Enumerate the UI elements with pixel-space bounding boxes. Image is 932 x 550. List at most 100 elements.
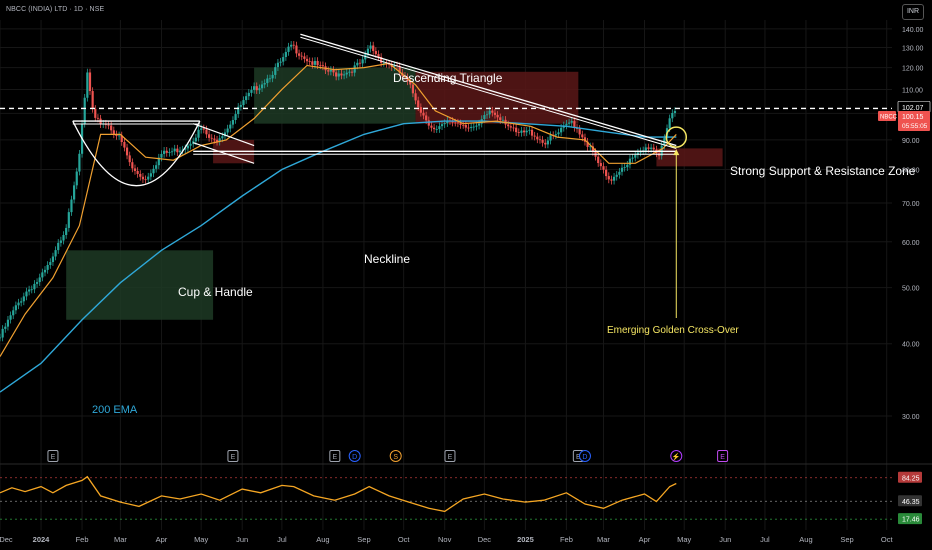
- candle-body: [292, 44, 295, 46]
- candle-body: [520, 130, 523, 133]
- candle-body: [96, 117, 100, 119]
- candle-body: [12, 310, 15, 316]
- event-marker-label: E: [231, 454, 236, 461]
- candle-body: [380, 56, 383, 63]
- golden-cross-arrowhead: [673, 149, 680, 156]
- candle-body: [54, 250, 57, 257]
- candle-body: [491, 110, 494, 113]
- candle-body: [499, 117, 502, 120]
- candle-body: [213, 138, 216, 140]
- candle-body: [446, 120, 449, 124]
- candle-body: [414, 93, 417, 101]
- candle-body: [432, 127, 436, 130]
- rsi-badge: [898, 513, 922, 525]
- candle-body: [427, 120, 430, 126]
- candle-body: [165, 150, 168, 153]
- candle-body: [589, 146, 592, 148]
- candle-body: [274, 67, 277, 75]
- candle-body: [366, 48, 370, 55]
- candle-body: [4, 326, 7, 329]
- candle-body: [512, 127, 515, 129]
- candle-body: [536, 136, 539, 140]
- candle-body: [626, 164, 629, 168]
- x-tick-label: Oct: [881, 535, 894, 544]
- candle-body: [147, 176, 150, 180]
- candle-body: [107, 124, 110, 126]
- candle-body: [597, 156, 600, 164]
- x-tick-label: Apr: [156, 535, 168, 544]
- candle-body: [467, 127, 470, 129]
- event-marker-label: ⚡: [672, 452, 681, 461]
- x-tick-label: Feb: [76, 535, 89, 544]
- candle-body: [509, 126, 512, 128]
- candle-body: [226, 128, 229, 133]
- candle-body: [374, 50, 377, 55]
- candle-body: [131, 162, 134, 169]
- candle-body: [329, 69, 332, 72]
- candle-body: [295, 45, 298, 54]
- annotation-sr-zone: Strong Support & Resistance Zone: [730, 164, 916, 178]
- cloud-segment: [254, 67, 416, 124]
- candle-body: [35, 282, 39, 284]
- candle-body: [86, 72, 89, 98]
- candle-body: [112, 130, 115, 135]
- candle-body: [528, 129, 531, 131]
- x-tick-label: Dec: [0, 535, 13, 544]
- candle-body: [136, 170, 139, 174]
- candle-body: [350, 71, 354, 73]
- candle-body: [565, 123, 568, 126]
- candle-body: [205, 129, 208, 135]
- x-tick-label: Sep: [840, 535, 853, 544]
- rsi-badge: [898, 495, 922, 507]
- candle-body: [345, 72, 348, 75]
- descending-triangle-upper-line-parallel: [300, 36, 677, 150]
- candle-body: [372, 45, 375, 51]
- x-tick-label: Feb: [560, 535, 573, 544]
- timer-value: 05:55:05: [902, 123, 928, 130]
- candle-body: [650, 147, 653, 149]
- candle-body: [673, 111, 677, 113]
- event-marker-label: D: [582, 454, 587, 461]
- candle-body: [234, 114, 237, 121]
- candle-body: [271, 74, 274, 79]
- candle-body: [192, 141, 195, 144]
- candle-body: [83, 97, 86, 124]
- y-tick-label: 60.00: [902, 240, 920, 247]
- candle-body: [57, 242, 60, 251]
- candle-body: [493, 112, 497, 115]
- candle-body: [157, 157, 160, 166]
- currency-button[interactable]: INR: [902, 4, 924, 20]
- candle-body: [419, 107, 422, 113]
- candle-body: [607, 176, 610, 180]
- candle-body: [62, 235, 65, 241]
- y-tick-label: 30.00: [902, 414, 920, 421]
- candle-body: [620, 167, 624, 172]
- candle-body: [184, 148, 187, 150]
- candle-body: [168, 151, 171, 153]
- candle-body: [530, 129, 534, 136]
- candle-body: [647, 147, 650, 149]
- candle-body: [141, 176, 145, 180]
- candle-body: [615, 174, 618, 177]
- candle-body: [160, 153, 163, 158]
- candle-body: [440, 124, 444, 127]
- candle-body: [110, 125, 113, 131]
- last-level-value: 102.07: [902, 105, 924, 112]
- y-tick-label: 50.00: [902, 286, 920, 293]
- candle-body: [501, 119, 505, 121]
- candle-body: [573, 121, 576, 128]
- event-marker-label: D: [352, 454, 357, 461]
- candle-body: [409, 81, 412, 85]
- rsi-badge-value: 84.25: [902, 475, 920, 482]
- y-tick-label: 80.00: [902, 167, 920, 174]
- candle-body: [602, 166, 605, 170]
- cloud-segment: [656, 148, 723, 167]
- candle-body: [260, 84, 264, 89]
- event-marker-label: E: [448, 454, 453, 461]
- candle-body: [599, 163, 602, 167]
- rsi-badge-value: 46.35: [902, 499, 920, 506]
- candle-body: [628, 158, 632, 165]
- candle-body: [14, 305, 17, 311]
- candle-body: [250, 89, 253, 93]
